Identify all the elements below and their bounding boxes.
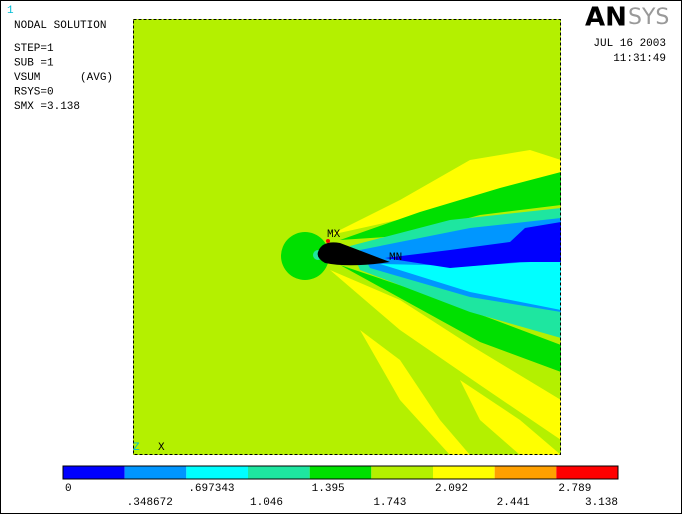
legend: 0 .348672 .697343 1.046 1.395 1.743 2.092 2.441… bbox=[62, 465, 619, 509]
contour bbox=[360, 330, 470, 455]
legend-swatch bbox=[63, 466, 125, 479]
legend-label: 0 bbox=[65, 483, 72, 495]
legend-swatch bbox=[556, 466, 618, 479]
min-label: MN bbox=[389, 252, 402, 264]
legend-swatch bbox=[494, 466, 557, 479]
date: JUL 16 2003 bbox=[593, 38, 666, 50]
plot-border bbox=[133, 19, 561, 455]
legend-label: 3.138 bbox=[585, 497, 618, 509]
info-line: VSUM (AVG) bbox=[14, 72, 113, 84]
max-label: MX bbox=[327, 229, 341, 241]
logo-an: AN bbox=[585, 3, 627, 33]
legend-swatch bbox=[124, 466, 187, 479]
title: NODAL SOLUTION bbox=[14, 20, 106, 32]
window-index: 1 bbox=[7, 5, 14, 17]
logo-sys: SYS bbox=[628, 5, 669, 30]
max-marker bbox=[326, 239, 330, 243]
contour bbox=[330, 150, 561, 235]
contour bbox=[281, 232, 329, 280]
axis-x: X bbox=[158, 442, 165, 454]
contour bbox=[380, 260, 561, 310]
legend-swatch bbox=[371, 466, 433, 479]
info-line: SMX =3.138 bbox=[14, 101, 80, 113]
legend-label: 1.395 bbox=[312, 483, 345, 495]
legend-border bbox=[62, 465, 619, 480]
legend-label: 1.046 bbox=[250, 497, 283, 509]
contour bbox=[460, 380, 561, 455]
info-block: STEP=1 SUB =1 VSUM (AVG) RSYS=0 SMX =3.138 bbox=[14, 43, 113, 113]
time: 11:31:49 bbox=[613, 53, 666, 65]
contour-plot: MX MN Z X bbox=[133, 19, 561, 455]
legend-label: .348672 bbox=[127, 497, 173, 509]
legend-label: 2.092 bbox=[435, 483, 468, 495]
legend-swatch bbox=[433, 466, 495, 479]
legend-swatch bbox=[248, 466, 310, 479]
info-line: RSYS=0 bbox=[14, 86, 54, 98]
axis-z: Z bbox=[133, 442, 140, 454]
legend-label: 2.789 bbox=[558, 483, 591, 495]
info-line: SUB =1 bbox=[14, 57, 54, 69]
legend-label: 2.441 bbox=[497, 497, 530, 509]
contour bbox=[385, 222, 561, 268]
legend-label: .697343 bbox=[188, 483, 234, 495]
legend-label: 1.743 bbox=[373, 497, 406, 509]
legend-swatch bbox=[186, 466, 248, 479]
info-line: STEP=1 bbox=[14, 43, 54, 55]
legend-swatch bbox=[309, 466, 372, 479]
contour bbox=[340, 172, 561, 240]
airfoil bbox=[317, 242, 390, 266]
contour bbox=[340, 265, 561, 372]
contour bbox=[330, 270, 561, 440]
